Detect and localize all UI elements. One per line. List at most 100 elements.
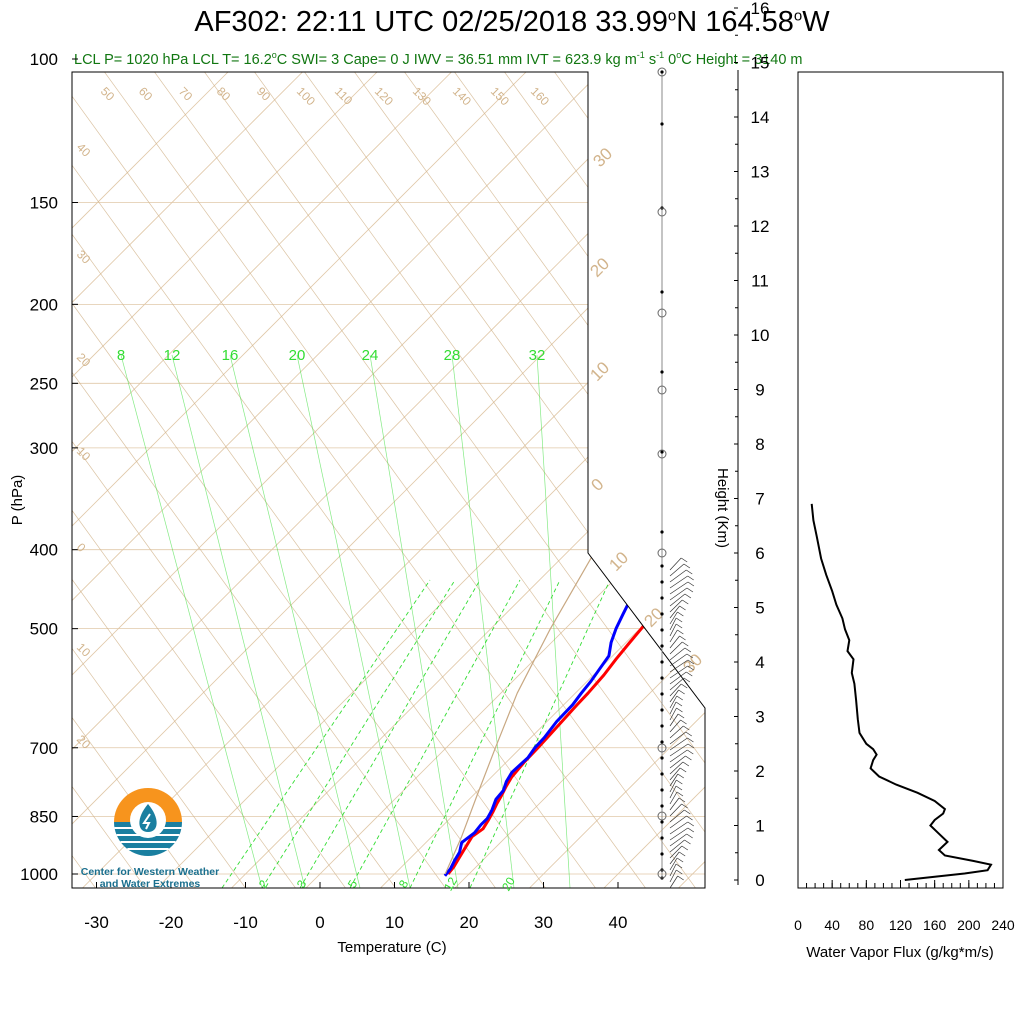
wind-barb [669, 683, 682, 697]
wind-barb [684, 839, 691, 845]
mixing-ratio-label: 20 [289, 347, 306, 364]
wind-barb [675, 617, 683, 623]
height-tick-label: 12 [751, 217, 770, 236]
wind-barb [676, 779, 683, 785]
logo-bolt-icon [142, 813, 151, 830]
wind-level-dot [660, 756, 664, 760]
wind-barb [686, 815, 693, 821]
isotherm-label: 50 [98, 84, 118, 104]
wind-barb [684, 593, 692, 599]
isotherm-label: 130 [410, 84, 434, 108]
wind-barb [669, 647, 686, 661]
wind-level-dot [660, 788, 664, 792]
isotherm-label: 20 [74, 350, 94, 370]
calm-wind-circle [657, 449, 667, 459]
wind-barb [669, 593, 686, 607]
wind-barb [669, 641, 683, 655]
wind-barb [669, 713, 679, 727]
wind-barb [679, 767, 687, 773]
wind-level-dot [660, 122, 664, 126]
wind-barb [684, 809, 691, 815]
wind-barb [687, 575, 694, 581]
wind-barb [677, 629, 684, 635]
wind-barb [669, 611, 678, 625]
height-tick-label: 8 [755, 435, 764, 454]
y-tick-label: 400 [30, 541, 58, 560]
wind-barb [683, 563, 691, 569]
wind-level-dot [660, 836, 664, 840]
isotherm-label: 60 [136, 84, 156, 104]
x-tick-label: 0 [315, 913, 324, 932]
wind-level-dot [660, 676, 664, 680]
wind-barb [669, 773, 679, 787]
isotherm-line [525, 72, 705, 888]
wind-barb [675, 623, 683, 629]
wind-barb [687, 659, 695, 665]
wind-level-dot [660, 772, 664, 776]
wind-barb [669, 605, 680, 619]
wind-barb [687, 749, 694, 755]
wind-barb [669, 833, 687, 847]
wind-barb [669, 779, 677, 793]
wind-barb [683, 725, 690, 731]
isotherm-line [72, 72, 540, 888]
dry-adiabat-line [72, 72, 361, 888]
wind-barb [669, 863, 677, 877]
isotherm-label: 20 [74, 732, 94, 752]
height-tick-label: 2 [755, 762, 764, 781]
wind-barb [669, 617, 677, 631]
isotherm-line [302, 72, 705, 888]
wind-barb [669, 557, 682, 571]
dry-adiabat-line [539, 72, 705, 888]
wind-barb [669, 761, 684, 775]
height-tick-label: 7 [755, 490, 764, 509]
moist-adiabat-line [221, 579, 431, 888]
wind-level-dot [660, 370, 664, 374]
dry-adiabat-line [139, 72, 705, 888]
wind-level-dot [660, 628, 664, 632]
wind-barb [686, 587, 694, 593]
wind-barb [669, 755, 686, 769]
isotherm-line [600, 72, 705, 888]
mixing-ratio-line [536, 354, 571, 888]
wind-level-dot [660, 564, 664, 568]
isotherm-label: 160 [528, 84, 552, 108]
flux-axis-title: Water Vapor Flux (g/kg*m/s) [806, 944, 994, 961]
wind-barb [687, 581, 695, 587]
isotherm-line [153, 72, 705, 888]
y-tick-label: 700 [30, 739, 58, 758]
wind-barb [669, 743, 689, 757]
mixing-ratio-line [229, 354, 361, 888]
flux-panel-frame [797, 71, 1004, 889]
wind-barb [683, 677, 691, 683]
flux-x-tick-label: 40 [824, 917, 840, 933]
y-tick-label: 150 [30, 194, 58, 213]
x-tick-label: 20 [460, 913, 479, 932]
calm-wind-circle [657, 869, 667, 879]
logo-icon [114, 788, 182, 856]
mixing-ratio-label: 12 [164, 347, 181, 364]
wind-barb [679, 605, 686, 611]
y-tick-label: 200 [30, 295, 58, 314]
wind-level-dot [660, 692, 664, 696]
isotherm-label: 30 [74, 247, 94, 267]
wind-barb [669, 695, 678, 709]
mixing-ratio-line [171, 354, 306, 888]
wind-barb [680, 719, 687, 725]
wind-barb [669, 857, 678, 871]
isotherm-line [72, 72, 316, 888]
dry-adiabat-line [72, 72, 211, 888]
calm-wind-circle [657, 743, 667, 753]
wind-barb [676, 695, 683, 701]
wind-barb [669, 689, 679, 703]
wind-barb [669, 821, 689, 835]
wind-barb [669, 869, 677, 883]
wind-barb [669, 701, 677, 715]
calm-wind-circle [657, 207, 667, 217]
dry-adiabat-line [72, 72, 461, 888]
y-tick-label: 250 [30, 374, 58, 393]
y-tick-label: 500 [30, 620, 58, 639]
dry-adiabat-line [72, 72, 261, 888]
wind-barb [669, 731, 686, 745]
